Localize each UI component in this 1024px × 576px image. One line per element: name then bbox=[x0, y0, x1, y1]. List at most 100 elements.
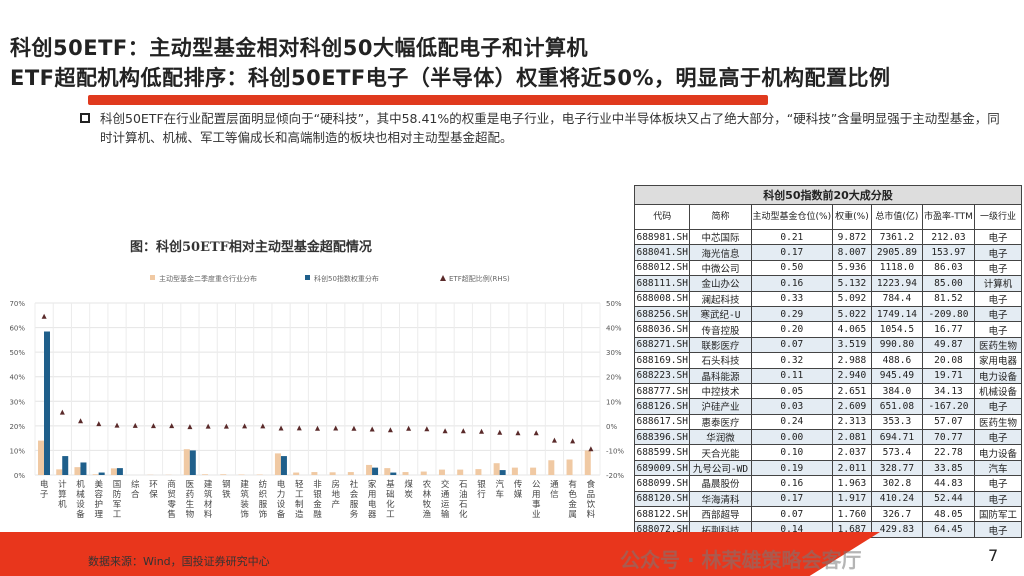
table-row: 688396.SH 华润微 0.00 2.081 694.71 70.77 电子 bbox=[633, 429, 1023, 446]
table-cell: 计算机 bbox=[973, 275, 1023, 292]
table-cell: 天合光能 bbox=[689, 444, 752, 461]
table-cell: 0.19 bbox=[750, 459, 834, 477]
marker-etf-overweight bbox=[41, 313, 47, 319]
table-cell: 2905.89 bbox=[870, 244, 924, 261]
marker-etf-overweight bbox=[497, 429, 503, 435]
table-cell: 688036.SH bbox=[633, 321, 691, 338]
table-cell: 家用电器 bbox=[973, 352, 1023, 369]
table-cell: 688120.SH bbox=[633, 490, 691, 508]
x-tick-label: 汽车 bbox=[496, 479, 505, 500]
table-cell: 1223.94 bbox=[870, 275, 924, 292]
table-cell: 传音控股 bbox=[689, 321, 752, 338]
table-cell: 0.24 bbox=[750, 413, 834, 431]
table-cell: 华润微 bbox=[689, 429, 752, 446]
table-cell: 电力设备 bbox=[973, 367, 1023, 384]
x-tick-label: 纺织服饰 bbox=[259, 479, 268, 520]
x-tick-label: 建筑装饰 bbox=[240, 479, 249, 520]
top20-table: 科创50指数前20大成分股 代码 简称 主动型基金仓位(%) 权重(%) 总市值(亿) 市… bbox=[633, 185, 1023, 538]
column-header: 市盈率-TTM bbox=[922, 204, 975, 230]
table-cell: 晶晨股份 bbox=[689, 475, 752, 492]
bar-active-fund bbox=[384, 468, 391, 475]
marker-etf-overweight bbox=[96, 421, 102, 427]
table-cell: 212.03 bbox=[922, 228, 975, 246]
table-row: 688617.SH 惠泰医疗 0.24 2.313 353.3 57.07 医药生物 bbox=[633, 413, 1023, 431]
table-row: 688041.SH 海光信息 0.17 8.007 2905.89 153.97 电子 bbox=[633, 244, 1023, 261]
column-header: 一级行业 bbox=[973, 204, 1023, 230]
y-tick-label: 30% bbox=[9, 398, 25, 406]
overweight-chart: 主动型基金二季度重仓行业分布 科创50指数权重分布 ETF超配比例(RHS) 0% 10… bbox=[9, 274, 624, 520]
bar-active-fund bbox=[511, 467, 518, 475]
table-cell: 688099.SH bbox=[633, 475, 691, 492]
marker-etf-overweight bbox=[132, 422, 138, 428]
bar-active-fund bbox=[420, 471, 427, 475]
table-cell: 0.17 bbox=[750, 490, 834, 508]
bar-active-fund bbox=[584, 450, 591, 475]
table-cell: 2.011 bbox=[832, 459, 872, 477]
table-cell: 5.132 bbox=[832, 275, 872, 292]
bar-active-fund bbox=[274, 453, 281, 475]
bar-kc50-weight bbox=[390, 472, 397, 475]
marker-etf-overweight bbox=[588, 446, 594, 452]
table-cell: 19.71 bbox=[922, 367, 975, 384]
x-tick-label: 银行 bbox=[477, 479, 486, 500]
x-tick-label: 农林牧渔 bbox=[423, 479, 432, 520]
y2-tick-label: 50% bbox=[606, 300, 622, 308]
table-cell: 990.80 bbox=[870, 336, 924, 354]
chart-title: 图：科创50ETF相对主动型基金超配情况 bbox=[130, 240, 372, 255]
table-cell: 九号公司-WD bbox=[689, 459, 752, 477]
table-cell: 电子 bbox=[973, 228, 1023, 246]
table-cell: 44.83 bbox=[922, 475, 975, 492]
table-cell: 85.00 bbox=[922, 275, 975, 292]
marker-etf-overweight bbox=[406, 425, 412, 431]
y-tick-label: 10% bbox=[9, 447, 25, 455]
table-cell: 惠泰医疗 bbox=[689, 413, 752, 431]
table-cell: 0.05 bbox=[750, 382, 834, 400]
marker-etf-overweight bbox=[351, 425, 357, 431]
x-tick-label: 非银金融 bbox=[313, 479, 322, 520]
table-row: 688981.SH 中芯国际 0.21 9.872 7361.2 212.03 电子 bbox=[633, 228, 1023, 246]
table-cell: 384.0 bbox=[870, 382, 924, 400]
table-cell: 153.97 bbox=[922, 244, 975, 261]
x-tick-label: 计算机 bbox=[58, 479, 67, 510]
marker-etf-overweight bbox=[570, 438, 576, 444]
legend-label: 科创50指数权重分布 bbox=[314, 274, 379, 283]
table-cell: 0.17 bbox=[750, 244, 834, 261]
marker-etf-overweight bbox=[278, 425, 284, 431]
table-cell: 945.49 bbox=[870, 367, 924, 384]
bar-kc50-weight bbox=[62, 456, 69, 475]
table-row: 688777.SH 中控技术 0.05 2.651 384.0 34.13 机械设备 bbox=[633, 382, 1023, 400]
bar-active-fund bbox=[530, 467, 537, 475]
table-cell: 0.16 bbox=[750, 275, 834, 292]
table-cell: 中芯国际 bbox=[689, 228, 752, 246]
table-cell: 0.20 bbox=[750, 321, 834, 338]
marker-etf-overweight bbox=[223, 423, 229, 429]
table-cell: 33.85 bbox=[922, 459, 975, 477]
marker-etf-overweight bbox=[78, 418, 84, 424]
table-cell: 328.77 bbox=[870, 459, 924, 477]
table-cell: 0.10 bbox=[750, 444, 834, 461]
table-cell: 688396.SH bbox=[633, 429, 691, 446]
bar-active-fund bbox=[220, 474, 227, 475]
x-tick-label: 社会服务 bbox=[350, 479, 359, 520]
table-cell: 电子 bbox=[973, 259, 1023, 277]
footer-band bbox=[0, 532, 880, 576]
x-tick-label: 机械设备 bbox=[76, 479, 85, 520]
table-cell: 0.21 bbox=[750, 228, 834, 246]
y-tick-label: 60% bbox=[9, 325, 25, 333]
marker-etf-overweight bbox=[387, 427, 393, 433]
y2-tick-label: 30% bbox=[606, 349, 622, 357]
table-cell: 2.988 bbox=[832, 352, 872, 369]
y-tick-label: 50% bbox=[9, 349, 25, 357]
table-cell: 0.16 bbox=[750, 475, 834, 492]
table-cell: 784.4 bbox=[870, 290, 924, 307]
table-cell: 57.07 bbox=[922, 413, 975, 431]
y2-tick-label: 20% bbox=[606, 374, 622, 382]
table-cell: 海光信息 bbox=[689, 244, 752, 261]
table-cell: 汽车 bbox=[973, 459, 1023, 477]
marker-etf-overweight bbox=[533, 430, 539, 436]
table-cell: 64.45 bbox=[922, 521, 975, 538]
column-header: 简称 bbox=[689, 204, 752, 230]
marker-etf-overweight bbox=[479, 428, 485, 434]
bar-active-fund bbox=[92, 474, 99, 475]
x-tick-label: 通信 bbox=[550, 479, 559, 500]
